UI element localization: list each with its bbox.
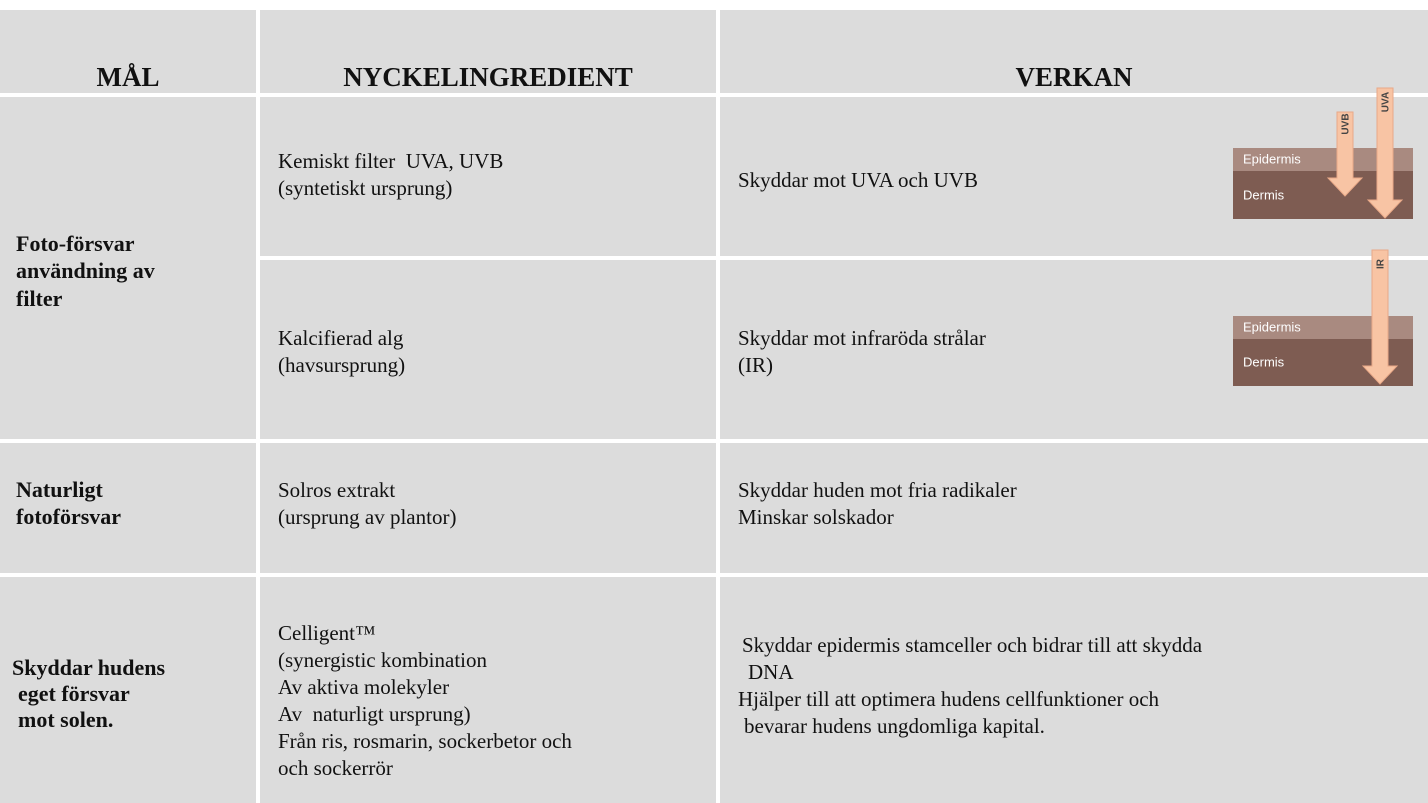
ray-arrow: [1366, 87, 1404, 219]
ingredient-text: och sockerrör: [278, 756, 393, 780]
goal-text: Skyddar hudens: [12, 655, 166, 680]
ray-label: IR: [1376, 258, 1387, 269]
column-header: MÅL: [96, 62, 160, 92]
epidermis-layer: [1233, 316, 1413, 339]
layer-label: Epidermis: [1243, 151, 1301, 166]
effect-text: DNA: [748, 660, 794, 684]
goal-text: Naturligt: [16, 477, 103, 502]
goal-text: användning av: [16, 258, 155, 283]
ingredient-text: Av naturligt ursprung): [278, 702, 471, 726]
ingredient-text: Solros extrakt: [278, 478, 396, 502]
row-divider: [256, 256, 1428, 260]
ingredient-text: (syntetiskt ursprung): [278, 176, 453, 200]
epidermis-layer: [1233, 148, 1413, 171]
effect-text: (IR): [738, 353, 773, 377]
ingredient-text: Kalcifierad alg: [278, 326, 404, 350]
ray-label: UVB: [1341, 113, 1352, 134]
table-background: [0, 10, 1428, 803]
layer-label: Dermis: [1243, 187, 1285, 202]
goal-text: Foto-försvar: [16, 231, 135, 256]
effect-text: Skyddar epidermis stamceller och bidrar …: [742, 633, 1203, 657]
row-divider: [0, 439, 1428, 443]
effect-text: Skyddar mot UVA och UVB: [738, 168, 978, 192]
ingredient-text: Kemiskt filter UVA, UVB: [278, 149, 504, 173]
goal-text: fotoförsvar: [16, 504, 122, 529]
ingredient-text: Celligent™: [278, 621, 376, 645]
column-header: NYCKELINGREDIENT: [343, 62, 633, 92]
layer-label: Dermis: [1243, 354, 1285, 369]
goal-text: eget försvar: [18, 681, 130, 706]
ingredient-text: Av aktiva molekyler: [278, 675, 450, 699]
ray-arrow: [1361, 249, 1399, 385]
row-divider: [0, 93, 1428, 97]
effect-text: Hjälper till att optimera hudens cellfun…: [738, 687, 1160, 711]
effect-text: Minskar solskador: [738, 505, 894, 529]
ray-label: UVA: [1381, 92, 1392, 112]
column-header: VERKAN: [1015, 62, 1133, 92]
effect-text: bevarar hudens ungdomliga kapital.: [744, 714, 1045, 738]
goal-text: mot solen.: [18, 707, 114, 732]
ingredient-text: (ursprung av plantor): [278, 505, 457, 529]
layer-label: Epidermis: [1243, 319, 1301, 334]
effect-text: Skyddar mot infraröda strålar: [738, 326, 986, 350]
row-divider: [0, 573, 1428, 577]
ingredient-text: (synergistic kombination: [278, 648, 488, 672]
ingredient-text: Från ris, rosmarin, sockerbetor och: [278, 729, 572, 753]
column-divider: [716, 10, 720, 803]
goal-text: filter: [16, 286, 63, 311]
column-divider: [256, 10, 260, 803]
ray-arrow: [1326, 111, 1364, 197]
ingredient-text: (havsursprung): [278, 353, 406, 377]
effect-text: Skyddar huden mot fria radikaler: [738, 478, 1017, 502]
